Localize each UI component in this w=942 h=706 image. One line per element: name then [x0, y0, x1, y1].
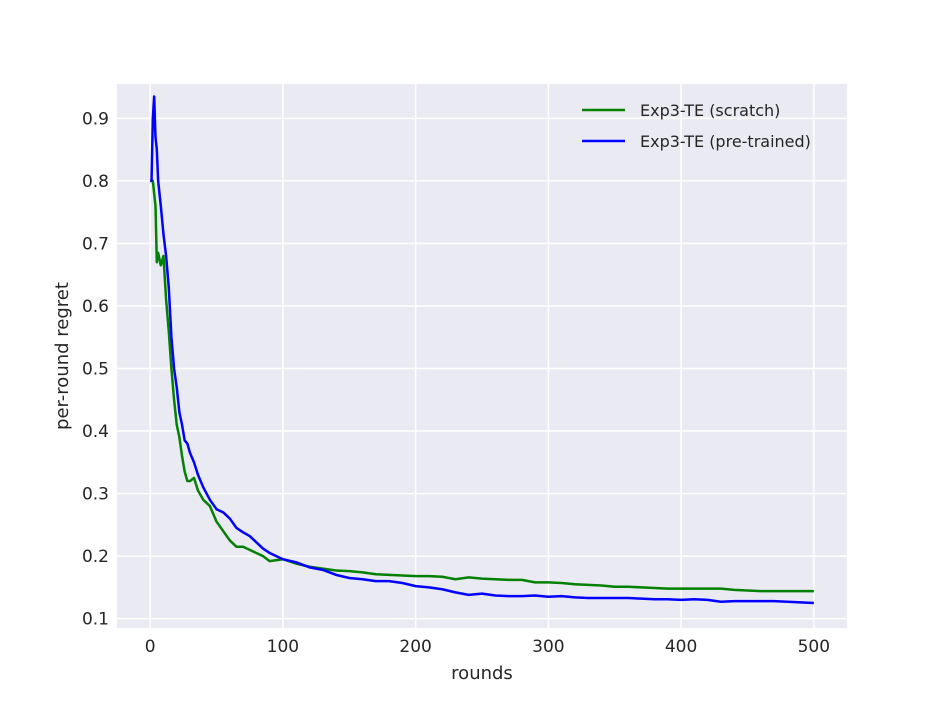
y-tick-label: 0.3 — [82, 485, 109, 505]
x-tick-label: 300 — [532, 637, 564, 657]
x-tick-label: 100 — [267, 637, 299, 657]
x-tick-label: 400 — [665, 637, 697, 657]
legend-label-1: Exp3-TE (pre-trained) — [640, 132, 811, 151]
x-tick-label: 0 — [145, 637, 156, 657]
plot-background — [117, 84, 847, 628]
legend: Exp3-TE (scratch) Exp3-TE (pre-trained) — [582, 101, 811, 151]
y-tick-label: 0.6 — [82, 297, 109, 317]
x-tick-label: 200 — [399, 637, 431, 657]
series-line-0 — [150, 179, 814, 593]
legend-label-0: Exp3-TE (scratch) — [640, 101, 780, 120]
x-tick-label: 500 — [798, 637, 830, 657]
y-axis-label: per-round regret — [52, 282, 73, 430]
y-tick-label: 0.4 — [82, 422, 109, 442]
y-tick-label: 0.7 — [82, 234, 109, 254]
x-axis-label: rounds — [451, 663, 513, 684]
grid-lines — [117, 84, 847, 628]
y-axis-ticks: 0.1 0.2 0.3 0.4 0.5 0.6 0.7 0.8 0.9 — [82, 109, 109, 629]
y-tick-label: 0.1 — [82, 610, 109, 630]
series-line-1 — [150, 95, 814, 605]
y-tick-label: 0.5 — [82, 360, 109, 380]
x-axis-ticks: 0 100 200 300 400 500 — [145, 637, 830, 657]
series-lines — [150, 95, 814, 605]
y-tick-label: 0.8 — [82, 172, 109, 192]
y-tick-label: 0.9 — [82, 109, 109, 129]
y-tick-label: 0.2 — [82, 547, 109, 567]
